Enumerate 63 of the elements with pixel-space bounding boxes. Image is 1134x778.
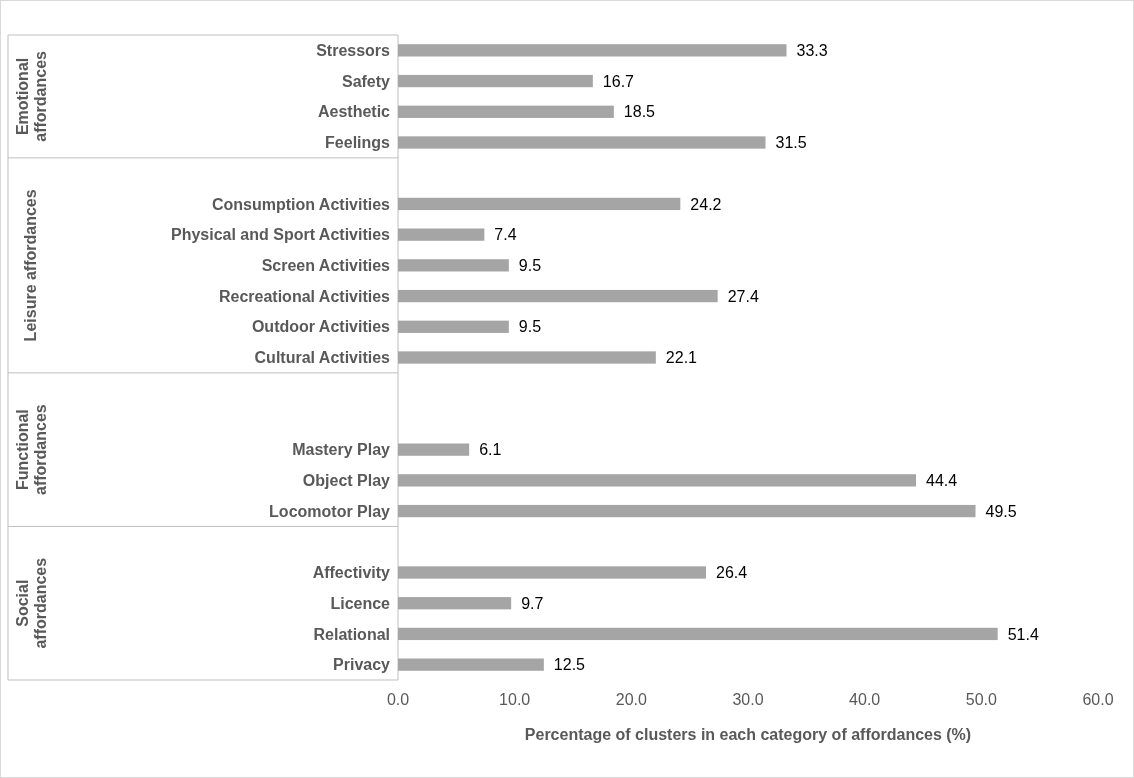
y-tick-label: Recreational Activities (218, 287, 391, 305)
y-tick-label: Safety (341, 72, 391, 90)
bar (398, 197, 681, 211)
y-tick-label: Mastery Play (292, 441, 391, 459)
y-tick-label: Object Play (302, 471, 391, 489)
bar (398, 105, 614, 118)
data-label: 9.5 (518, 318, 542, 336)
y-tick-label: Licence (330, 594, 391, 612)
data-label: 24.2 (690, 195, 722, 213)
bar (398, 74, 593, 88)
bar (398, 504, 976, 518)
text: Social affordances (13, 557, 49, 649)
y-tick-label: Stressors (316, 41, 391, 59)
bar (398, 351, 656, 364)
y-tick-label: Affectivity (312, 564, 391, 582)
y-tick-label: Locomotor Play (269, 502, 391, 520)
text: Leisure affordances (21, 189, 39, 342)
data-label: 26.4 (716, 564, 748, 582)
data-label: 9.5 (518, 256, 542, 274)
y-tick-label: Aesthetic (317, 103, 391, 121)
x-tick-label: 0.0 (386, 691, 410, 708)
x-tick-label: 60.0 (1082, 691, 1114, 708)
bar (398, 44, 787, 57)
bar (398, 320, 509, 333)
bar (398, 627, 998, 641)
data-label: 7.4 (494, 226, 517, 244)
y-tick-label: Physical and Sport Activities (170, 226, 391, 244)
bar (398, 597, 512, 610)
data-label: 18.5 (623, 103, 656, 121)
y-tick-label: Feelings (325, 134, 391, 152)
data-label: 6.1 (479, 441, 502, 459)
x-tick-label: 30.0 (732, 691, 764, 708)
data-label: 27.4 (727, 287, 759, 305)
data-label: 22.1 (665, 349, 698, 367)
data-label: 12.5 (553, 656, 586, 674)
y-tick-label: Screen Activities (261, 256, 391, 274)
bar (398, 259, 509, 272)
bar (398, 289, 718, 303)
data-label: 9.7 (521, 594, 544, 612)
y-tick-label: Outdoor Activities (251, 318, 391, 336)
x-tick-label: 20.0 (615, 691, 648, 708)
bar (398, 443, 470, 456)
data-label: 49.5 (985, 502, 1017, 520)
y-tick-label: Relational (313, 625, 390, 643)
data-label: 51.4 (1007, 625, 1039, 643)
data-label: 31.5 (775, 134, 807, 152)
x-axis-title: Percentage of clusters in each category of affordances (%) (524, 726, 972, 743)
text: Emotional affordances (13, 50, 49, 142)
data-label: 44.4 (926, 471, 958, 489)
y-tick-label: Cultural Activities (254, 349, 391, 367)
bar (398, 658, 544, 671)
bar (398, 474, 916, 487)
x-tick-label: 50.0 (965, 691, 998, 708)
data-label: 33.3 (796, 41, 828, 59)
data-label: 16.7 (602, 72, 635, 90)
x-tick-label: 10.0 (499, 691, 531, 708)
y-tick-label: Privacy (333, 656, 391, 674)
text: Functional affordances (13, 404, 49, 495)
bar (398, 566, 706, 579)
bar (398, 136, 766, 149)
bar (398, 228, 485, 241)
y-tick-label: Consumption Activities (211, 195, 391, 213)
x-tick-label: 40.0 (849, 691, 881, 708)
